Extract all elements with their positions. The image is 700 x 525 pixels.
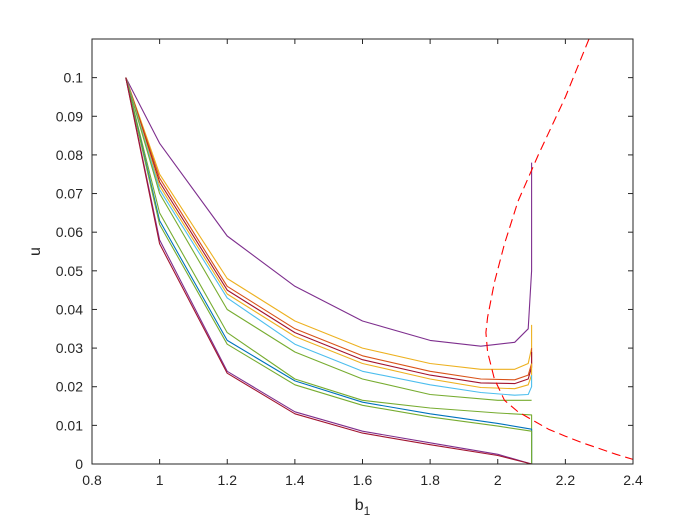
- y-ticks: 0 0.01 0.02 0.03 0.04 0.05 0.06 0.07 0.08 0.09 0.1: [56, 70, 633, 472]
- series-line-11: [125, 77, 532, 465]
- x-axis-label: b1: [355, 497, 371, 518]
- x-ticks: 0.8 1 1.2 1.4 1.6 1.8 2 2.2 2.4: [82, 39, 643, 488]
- y-tick-label: 0.02: [56, 379, 83, 395]
- y-tick-label: 0.09: [56, 108, 83, 124]
- y-tick-label: 0.03: [56, 340, 83, 356]
- x-tick-label: 2.4: [623, 472, 643, 488]
- x-tick-label: 2: [494, 472, 502, 488]
- series-line-4: [125, 77, 533, 385]
- x-tick-label: 1.2: [218, 472, 238, 488]
- x-tick-label: 0.8: [82, 472, 102, 488]
- y-axis-label: u: [27, 247, 44, 256]
- x-tick-label: 1.8: [420, 472, 440, 488]
- series-line-7: [125, 77, 532, 401]
- series-line-1: [125, 77, 533, 347]
- x-axis-label-subscript: 1: [364, 504, 371, 518]
- x-tick-label: 2.2: [556, 472, 576, 488]
- x-tick-label: 1: [156, 472, 164, 488]
- x-tick-label: 1.4: [285, 472, 305, 488]
- y-tick-label: 0.05: [56, 263, 83, 279]
- series-line-10: [125, 77, 533, 464]
- x-axis-label-base: b: [355, 497, 364, 514]
- y-tick-label: 0.04: [56, 301, 83, 317]
- y-tick-label: 0.01: [56, 417, 83, 433]
- plot-background: [92, 39, 633, 464]
- y-tick-label: 0.08: [56, 147, 83, 163]
- series-line-3: [125, 77, 533, 381]
- series-group: [125, 38, 634, 465]
- series-line-12: [125, 77, 532, 465]
- series-line-8: [125, 77, 533, 464]
- x-tick-label: 1.6: [353, 472, 373, 488]
- y-tick-label: 0.1: [64, 70, 84, 86]
- plot-area: [92, 39, 633, 464]
- series-line-5: [125, 77, 533, 390]
- y-tick-label: 0: [75, 456, 83, 472]
- y-tick-label: 0.07: [56, 186, 83, 202]
- y-tick-label: 0.06: [56, 224, 83, 240]
- series-line-6: [125, 77, 533, 396]
- series-line-2: [125, 77, 533, 370]
